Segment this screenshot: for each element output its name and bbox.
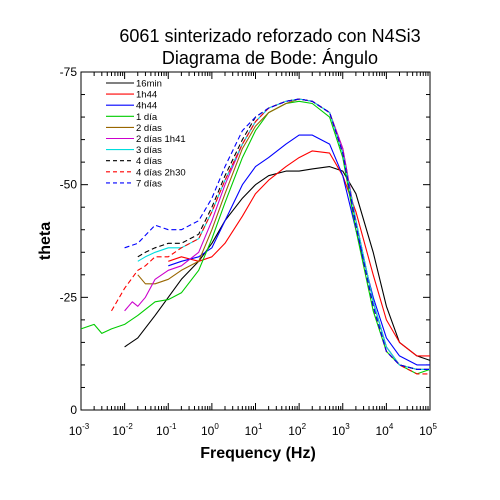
x-tick-label: 10-2 <box>112 422 133 438</box>
legend-label-4: 2 días <box>136 123 162 134</box>
legend-label-6: 3 días <box>136 145 162 156</box>
series-line-9 <box>124 98 430 370</box>
x-tick-label: 101 <box>245 422 263 438</box>
x-tick-label: 104 <box>375 422 393 438</box>
legend-label-2: 4h44 <box>136 101 157 112</box>
x-tick-label-exponent: -2 <box>126 422 134 431</box>
legend-label-1: 1h44 <box>136 90 157 101</box>
x-tick-label-base: 10 <box>419 424 433 438</box>
x-tick-label-base: 10 <box>112 424 126 438</box>
x-tick-label-exponent: 4 <box>389 422 394 431</box>
x-tick-label: 100 <box>201 422 219 438</box>
x-tick-label: 102 <box>288 422 306 438</box>
x-tick-label-base: 10 <box>288 424 302 438</box>
x-axis-label: Frequency (Hz) <box>200 445 316 462</box>
series-layer <box>80 98 431 375</box>
y-tick-label: -75 <box>60 65 78 79</box>
x-tick-label: 10-3 <box>69 422 90 438</box>
x-tick-label-base: 10 <box>332 424 346 438</box>
plot-frame <box>80 71 431 411</box>
series-line-6 <box>137 98 430 370</box>
series-line-1 <box>168 150 430 357</box>
series-line-8 <box>111 98 430 375</box>
legend-label-3: 1 día <box>136 112 158 123</box>
y-tick-label: -50 <box>60 178 78 192</box>
legend-label-5: 2 días 1h41 <box>136 134 186 145</box>
x-tick-label-exponent: 1 <box>258 422 263 431</box>
y-axis-label: theta <box>37 222 54 260</box>
chart-subtitle: Diagrama de Bode: Ángulo <box>162 48 378 68</box>
legend-label-9: 7 días <box>136 178 162 189</box>
series-line-2 <box>168 134 430 366</box>
x-tick-label-base: 10 <box>201 424 215 438</box>
x-tick-label-exponent: 5 <box>432 422 437 431</box>
legend-label-8: 4 días 2h30 <box>136 167 186 178</box>
x-tick-label: 103 <box>332 422 350 438</box>
x-tick-label: 10-1 <box>156 422 177 438</box>
series-line-3 <box>80 100 431 375</box>
x-tick-label-exponent: -3 <box>82 422 90 431</box>
x-tick-label-exponent: -1 <box>169 422 177 431</box>
x-tick-label-base: 10 <box>156 424 170 438</box>
chart-title: 6061 sinterizado reforzado con N4Si3 <box>119 26 420 46</box>
x-tick-label: 105 <box>419 422 437 438</box>
x-tick-label-base: 10 <box>69 424 83 438</box>
y-tick-label: 0 <box>70 403 77 417</box>
legend-label-7: 4 días <box>136 156 162 167</box>
x-tick-label-base: 10 <box>245 424 259 438</box>
axis-ticks: 10-3 10-2 10-1 100 101 102 103 104 105-75-50-250 <box>60 65 438 438</box>
x-tick-label-exponent: 2 <box>302 422 307 431</box>
legend-label-0: 16min <box>136 79 162 90</box>
x-tick-label-exponent: 0 <box>214 422 219 431</box>
x-tick-label-exponent: 3 <box>345 422 350 431</box>
y-tick-label: -25 <box>60 290 78 304</box>
x-tick-label-base: 10 <box>375 424 389 438</box>
